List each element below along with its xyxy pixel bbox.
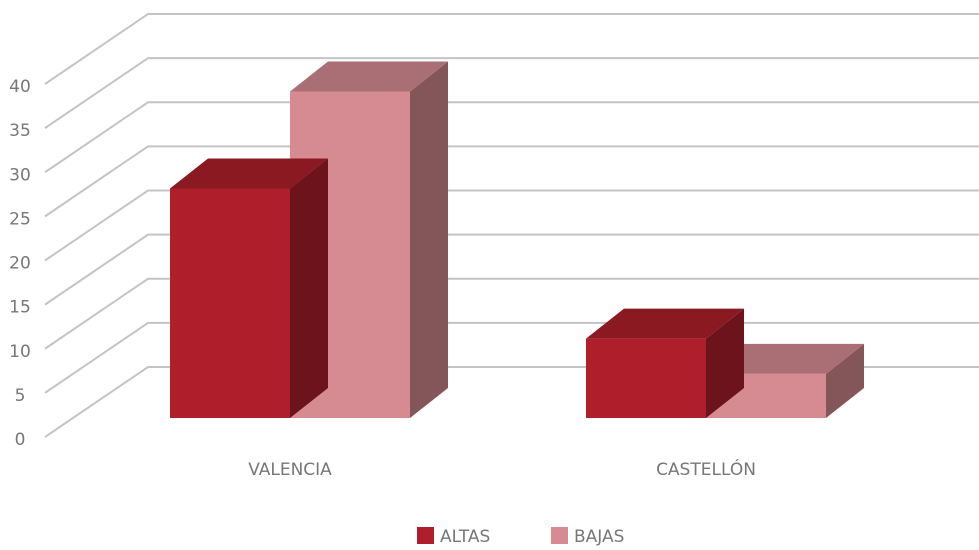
y-tick-label: 0 <box>15 430 26 450</box>
bar-top <box>706 343 864 374</box>
bar-top <box>586 308 744 339</box>
legend-swatch <box>417 527 434 544</box>
y-tick-label: 30 <box>9 165 31 185</box>
y-tick-label: 20 <box>9 254 31 274</box>
bar-side <box>706 308 744 418</box>
grid-line <box>44 13 979 85</box>
bar <box>586 308 744 418</box>
x-tick-label: VALENCIA <box>248 460 332 480</box>
y-tick-label: 35 <box>9 121 31 141</box>
bar <box>170 158 328 419</box>
grid-line <box>44 189 979 262</box>
legend-label: BAJAS <box>574 527 624 547</box>
x-tick-label: CASTELLÓN <box>656 458 756 480</box>
y-tick-label: 40 <box>9 77 31 97</box>
y-tick-label: 15 <box>9 298 31 318</box>
bar-side <box>290 158 328 419</box>
grid-line <box>44 277 979 350</box>
grid-line <box>44 57 979 129</box>
bar-side <box>410 61 448 418</box>
bar-front <box>170 188 290 418</box>
grid-line <box>44 145 979 218</box>
y-tick-label: 5 <box>15 386 26 406</box>
bar <box>706 343 864 418</box>
y-tick-label: 25 <box>9 209 31 229</box>
bar-top <box>290 61 448 92</box>
grid-line <box>44 101 979 174</box>
legend-label: ALTAS <box>440 527 490 547</box>
grid-line <box>44 233 979 306</box>
bar-top <box>170 158 328 189</box>
y-tick-label: 10 <box>9 342 31 362</box>
legend-swatch <box>551 527 568 544</box>
bar-front <box>586 338 706 418</box>
bar-side <box>826 343 864 418</box>
